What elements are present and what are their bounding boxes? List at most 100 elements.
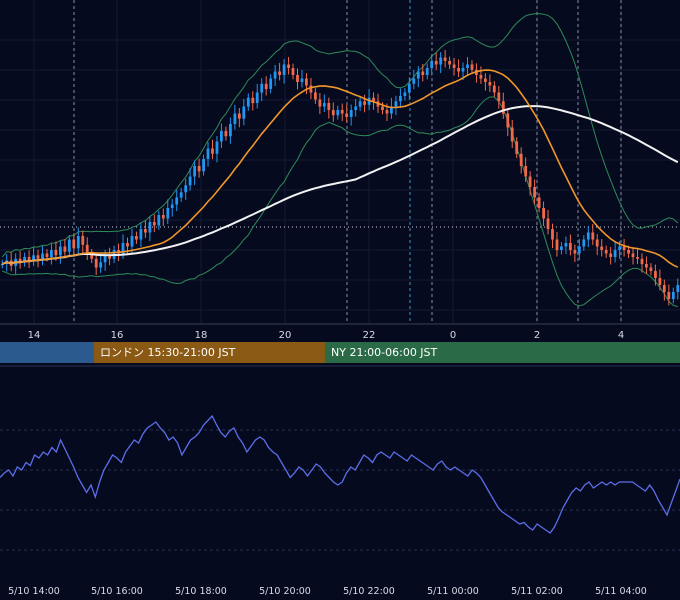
- candle-body: [340, 110, 344, 114]
- candle-body: [618, 246, 621, 250]
- candle-body: [560, 246, 563, 250]
- candle-body: [63, 246, 67, 252]
- oscillator-grid: [0, 365, 680, 551]
- candle-body: [492, 85, 496, 93]
- candle-body: [524, 166, 528, 177]
- candle-body: [0, 264, 4, 266]
- candle-body: [452, 64, 456, 68]
- candle-body: [67, 239, 71, 252]
- candle-body: [434, 61, 438, 65]
- candle-body: [59, 246, 62, 256]
- candle-body: [126, 243, 129, 247]
- oscillator-x-tick-label: 5/10 14:00: [8, 586, 60, 597]
- candle-body: [394, 101, 398, 107]
- candle-body: [390, 106, 393, 114]
- candle-body: [654, 271, 657, 278]
- oscillator-x-tick-label: 5/11 00:00: [427, 586, 479, 597]
- candle-body: [32, 255, 35, 261]
- candle-body: [322, 103, 326, 107]
- candle-body: [425, 68, 429, 75]
- candle-body: [237, 113, 241, 119]
- candle-body: [546, 218, 550, 229]
- candle-body: [555, 239, 559, 250]
- candle-body: [385, 110, 389, 114]
- price-x-tick-label: 22: [363, 330, 376, 341]
- candle-body: [206, 148, 210, 159]
- candle-body: [269, 78, 273, 89]
- candle-body: [144, 229, 147, 233]
- candle-body: [421, 71, 425, 75]
- candle-body: [600, 246, 604, 250]
- candle-body: [157, 215, 161, 226]
- candle-body: [148, 222, 152, 233]
- oscillator-x-tick-label: 5/11 02:00: [511, 586, 563, 597]
- candle-body: [640, 258, 644, 265]
- candle-body: [41, 253, 44, 259]
- session-vertical-lines: [73, 0, 622, 324]
- candle-body: [506, 113, 510, 128]
- candle-body: [318, 99, 322, 107]
- candle-body: [72, 239, 76, 249]
- candle-body: [273, 71, 277, 79]
- candle-body: [488, 82, 492, 86]
- candle-body: [260, 83, 264, 93]
- candle-body: [573, 250, 577, 254]
- candle-body: [528, 176, 532, 187]
- candle-body: [399, 96, 402, 102]
- candle-body: [193, 166, 196, 177]
- candle-body: [349, 110, 353, 117]
- session-label: NY 21:00-06:00 JST: [331, 346, 438, 359]
- candle-body: [443, 57, 447, 61]
- candle-body: [27, 257, 31, 261]
- price-x-tick-label: 16: [111, 330, 124, 341]
- candle-body: [519, 153, 523, 166]
- candle-body: [246, 97, 250, 107]
- candle-body: [372, 97, 375, 102]
- candle-body: [287, 64, 290, 68]
- candle-body: [412, 78, 416, 84]
- candle-body: [139, 229, 143, 240]
- candle-body: [537, 197, 541, 208]
- moving-average-long-line: [1, 105, 679, 265]
- candle-body: [314, 92, 317, 100]
- candle-body: [515, 141, 519, 154]
- candle-body: [300, 78, 304, 82]
- candle-body: [336, 110, 340, 116]
- candle-body: [291, 68, 295, 75]
- price-x-tick-label: 18: [195, 330, 208, 341]
- candle-body: [354, 106, 358, 110]
- candle-body: [649, 267, 653, 271]
- candle-body: [215, 141, 219, 154]
- candle-body: [484, 78, 487, 82]
- candle-body: [197, 166, 201, 172]
- candle-body: [255, 92, 259, 103]
- candle-body: [448, 61, 451, 65]
- candle-body: [662, 285, 666, 292]
- price-x-tick-label: 2: [534, 330, 540, 341]
- session-band-ny: NY 21:00-06:00 JST: [325, 342, 680, 363]
- oscillator-x-tick-label: 5/10 22:00: [343, 586, 395, 597]
- candle-body: [251, 97, 255, 104]
- bollinger-upper-band: [1, 13, 679, 258]
- candle-body: [403, 92, 407, 96]
- candle-body: [50, 250, 53, 257]
- candle-body: [582, 239, 586, 247]
- moving-average-short-line: [1, 69, 679, 268]
- candle-body: [36, 255, 40, 259]
- candle-body: [264, 83, 268, 90]
- candle-body: [604, 250, 608, 254]
- candle-body: [229, 124, 232, 137]
- candle-body: [242, 106, 246, 119]
- price-x-axis: 14 16 18 20 22 0 2 4: [28, 330, 625, 341]
- oscillator-line: [0, 414, 680, 534]
- candle-body: [331, 110, 335, 116]
- candle-body: [564, 243, 568, 247]
- candle-body: [211, 148, 214, 154]
- candle-body: [667, 292, 671, 299]
- candle-body: [461, 68, 465, 72]
- candle-body: [54, 250, 58, 256]
- candle-body: [184, 185, 188, 193]
- candle-body: [108, 255, 111, 259]
- candle-body: [18, 258, 22, 263]
